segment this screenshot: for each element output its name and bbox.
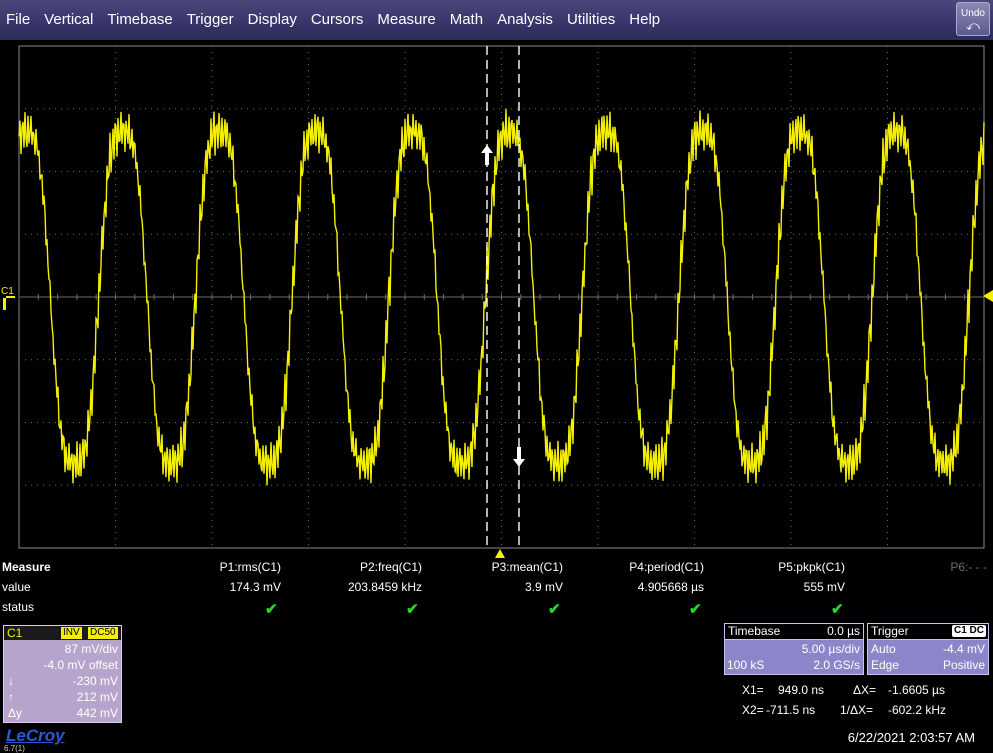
undo-arrow-icon: ⤺ — [966, 18, 980, 33]
cursor-x1-label: X1= — [742, 683, 764, 697]
measure-status-row-label: status — [2, 600, 35, 614]
measure-table: Measure P1:rms(C1) P2:freq(C1) P3:mean(C… — [0, 560, 993, 622]
trigger-descriptor[interactable]: Trigger C1 DC Auto -4.4 mV Edge Positive — [867, 623, 989, 675]
cursor-2-up-icon: ↑ — [8, 690, 14, 704]
param-p1-value: 174.3 mV — [229, 580, 281, 594]
delta-y-label: Δy — [8, 706, 23, 720]
trigger-header: Trigger C1 DC — [868, 624, 988, 640]
timebase-time-per-div: 5.00 µs/div — [801, 642, 860, 656]
cursor-delta-x-value: -1.6605 µs — [888, 683, 945, 697]
param-p5-name[interactable]: P5:pkpk(C1) — [778, 560, 845, 574]
cursor-delta-x-label: ΔX= — [853, 683, 877, 697]
invert-badge: INV — [61, 627, 82, 639]
channel-cursor-1-value: -230 mV — [72, 674, 118, 688]
cursor-x2-label: X2= — [742, 703, 764, 717]
channel-offset: -4.0 mV offset — [43, 658, 118, 672]
trigger-source-badge: C1 DC — [951, 625, 986, 637]
menu-utilities[interactable]: Utilities — [566, 11, 616, 28]
trigger-time-marker-icon[interactable] — [495, 549, 505, 558]
scope-display[interactable]: C1 — [0, 40, 993, 558]
trigger-label: Trigger — [871, 624, 909, 638]
undo-label: Undo — [961, 8, 985, 19]
timebase-descriptor[interactable]: Timebase 0.0 µs 5.00 µs/div 100 kS 2.0 G… — [724, 623, 864, 675]
software-version: 6.7(1) — [4, 744, 25, 753]
param-p3-status-check-icon: ✔ — [548, 601, 561, 618]
menu-help[interactable]: Help — [629, 11, 661, 28]
param-p3-name[interactable]: P3:mean(C1) — [491, 560, 563, 574]
menu-file[interactable]: File — [6, 11, 31, 28]
cursor-1-arrow-icon[interactable] — [481, 145, 493, 165]
channel-volts-per-div: 87 mV/div — [64, 642, 118, 656]
menu-vertical[interactable]: Vertical — [44, 11, 94, 28]
channel-1-name: C1 — [7, 626, 23, 640]
param-p5-status-check-icon: ✔ — [831, 601, 844, 618]
measure-value-row-label: value — [2, 580, 31, 594]
undo-button[interactable]: Undo ⤺ — [956, 2, 990, 36]
menu-analysis[interactable]: Analysis — [497, 11, 553, 28]
channel-cursor-2-value: 212 mV — [76, 690, 118, 704]
channel-delta-y-value: 442 mV — [76, 706, 118, 720]
trigger-type: Edge — [871, 658, 900, 672]
cursor-readout: X1= 949.0 ns ΔX= -1.6605 µs X2= -711.5 n… — [740, 680, 990, 720]
param-p1-name[interactable]: P1:rms(C1) — [219, 560, 281, 574]
cursor-x1-value: 949.0 ns — [778, 683, 825, 697]
lecroy-logo[interactable]: LeCroy — [6, 726, 65, 745]
param-p4-status-check-icon: ✔ — [689, 601, 702, 618]
cursor-inverse-delta-x-label: 1/ΔX= — [840, 703, 874, 717]
coupling-badge: DC50 — [88, 627, 118, 639]
menu-display[interactable]: Display — [247, 11, 297, 28]
param-p5-value: 555 mV — [803, 580, 845, 594]
param-p2-value: 203.8459 kHz — [347, 580, 422, 594]
menu-trigger[interactable]: Trigger — [186, 11, 234, 28]
channel-1-header: C1 INV DC50 — [4, 626, 121, 640]
menu-math[interactable]: Math — [449, 11, 484, 28]
cursor-1-down-icon: ↓ — [8, 674, 14, 688]
cursor-2-arrow-icon[interactable] — [513, 447, 525, 467]
timebase-header: Timebase 0.0 µs — [725, 624, 863, 640]
timebase-samples: 100 kS — [727, 658, 765, 672]
channel-1-descriptor[interactable]: C1 INV DC50 87 mV/div -4.0 mV offset ↓ -… — [3, 625, 122, 723]
trigger-slope: Positive — [942, 658, 985, 672]
cursor-inverse-delta-x-value: -602.2 kHz — [888, 703, 947, 717]
param-p4-name[interactable]: P4:period(C1) — [629, 560, 704, 574]
channel-1-trace — [18, 108, 985, 486]
param-p3-value: 3.9 mV — [524, 580, 563, 594]
date-time: 6/22/2021 2:03:57 AM — [847, 730, 975, 745]
channel-ground-marker-icon[interactable] — [3, 296, 15, 310]
measure-title: Measure — [2, 560, 51, 574]
menu-bar: File Vertical Timebase Trigger Display C… — [0, 0, 993, 40]
trigger-level: -4.4 mV — [942, 642, 985, 656]
timebase-sample-rate: 2.0 GS/s — [813, 658, 860, 672]
param-p4-value: 4.905668 µs — [637, 580, 704, 594]
param-p6-name[interactable]: P6:- - - — [950, 560, 987, 574]
param-p1-status-check-icon: ✔ — [265, 601, 278, 618]
trigger-mode: Auto — [871, 642, 896, 656]
menu-cursors[interactable]: Cursors — [310, 11, 364, 28]
menu-measure[interactable]: Measure — [377, 11, 436, 28]
channel-marker-label: C1 — [1, 286, 14, 297]
menu-timebase[interactable]: Timebase — [107, 11, 173, 28]
param-p2-status-check-icon: ✔ — [406, 601, 419, 618]
trigger-level-marker-icon[interactable] — [983, 290, 993, 302]
timebase-delay: 0.0 µs — [827, 624, 860, 638]
cursor-x2-value: -711.5 ns — [766, 703, 816, 717]
scope-grid — [18, 45, 985, 549]
param-p2-name[interactable]: P2:freq(C1) — [359, 560, 422, 574]
timebase-label: Timebase — [728, 624, 781, 638]
main-menu: File Vertical Timebase Trigger Display C… — [0, 0, 667, 40]
